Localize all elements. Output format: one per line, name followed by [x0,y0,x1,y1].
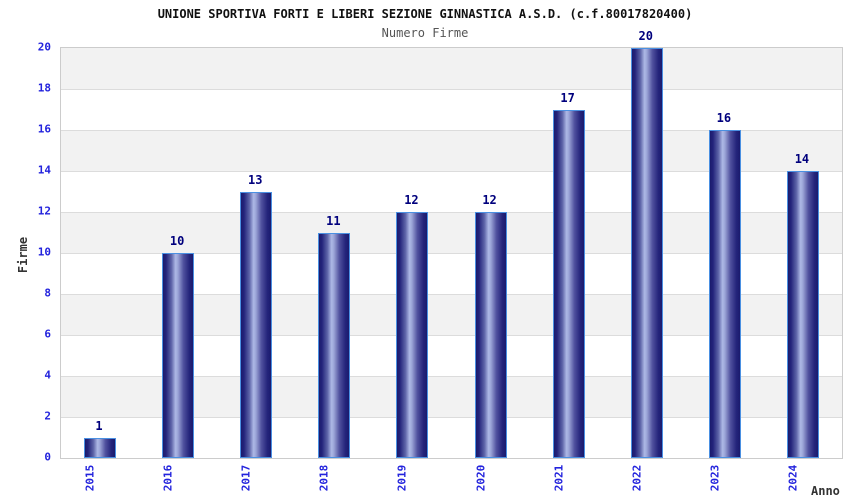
gridline [61,293,842,295]
y-tick-label: 16 [37,122,51,136]
y-tick-label: 8 [44,286,51,300]
bar-value-label: 13 [248,172,263,187]
bar-value-label: 10 [169,234,185,248]
bar-2023 [708,130,741,458]
x-tick-label: 2015 [83,464,97,492]
y-tick-label: 18 [37,81,51,95]
gridline [61,416,842,418]
bar-2019 [396,212,429,458]
bar-value-label: 12 [404,193,419,207]
bar-2020 [474,212,507,458]
background-band [61,89,842,130]
y-tick-label: 4 [44,368,51,382]
bar-value-label: 1 [95,418,103,433]
gridline [61,375,842,377]
bar-2018 [318,232,351,458]
y-tick-label: 2 [44,409,51,423]
y-tick-label: 10 [37,245,51,259]
bar-2024 [786,171,819,458]
gridline [61,334,842,336]
y-tick-label: 14 [37,163,51,177]
chart-subtitle: Numero Firme [381,26,469,40]
gridline [61,211,842,213]
bar-value-label: 17 [560,90,575,105]
x-tick-label: 2016 [161,464,175,492]
bar-2015 [84,437,117,458]
x-tick-label: 2021 [552,464,566,492]
x-tick-label: 2019 [395,464,409,492]
background-band [61,48,842,89]
bar-value-label: 20 [638,29,653,43]
bar-2022 [630,48,663,458]
gridline [61,170,842,172]
y-tick-label: 12 [37,204,51,218]
chart-title: UNIONE SPORTIVA FORTI E LIBERI SEZIONE G… [157,7,693,21]
y-tick-label: 20 [37,40,51,54]
plot-area [60,47,843,459]
bar-value-label: 14 [794,152,810,166]
bar-2016 [162,253,195,458]
x-tick-label: 2023 [708,464,722,492]
x-tick-label: 2020 [474,464,488,492]
x-tick-label: 2018 [317,464,331,492]
gridline [61,129,842,131]
bar-2021 [552,109,585,458]
y-axis-title: Firme [16,236,30,274]
gridline [61,252,842,254]
x-tick-label: 2022 [630,464,644,492]
y-tick-label: 0 [44,450,51,464]
x-tick-label: 2017 [239,464,253,492]
x-tick-label: 2024 [786,464,800,492]
bar-2017 [240,191,273,458]
x-axis-title: Anno [811,484,840,498]
bar-value-label: 11 [326,213,341,228]
gridline [61,88,842,90]
y-tick-label: 6 [44,327,51,341]
bar-value-label: 16 [716,111,732,125]
bar-value-label: 12 [482,193,497,207]
